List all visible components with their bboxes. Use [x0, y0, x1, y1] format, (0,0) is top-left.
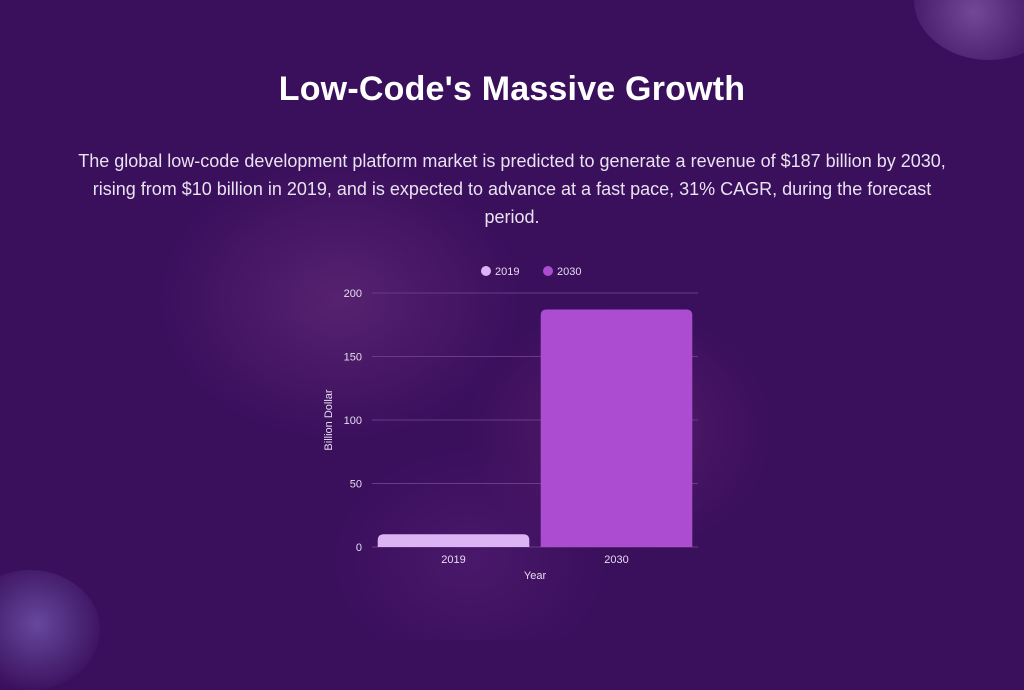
page-title: Low-Code's Massive Growth — [278, 70, 746, 108]
bar-2019 — [377, 534, 530, 547]
x-tick-label: 2030 — [604, 554, 628, 566]
y-tick-label: 50 — [350, 479, 362, 491]
revenue-bar-chart: 0 50 100 150 200 2019 2030 Year Billion Dollar 20… — [300, 255, 740, 585]
y-tick-label: 100 — [344, 415, 362, 427]
legend-swatch-2030 — [543, 266, 553, 276]
y-tick-label: 200 — [344, 288, 362, 300]
chart-svg: 0 50 100 150 200 2019 2030 Year Billion Dollar 20… — [323, 266, 698, 582]
legend-label-2030: 2030 — [557, 266, 581, 278]
x-tick-label: 2019 — [441, 554, 465, 566]
background-glow — [0, 0, 1024, 640]
y-axis-title: Billion Dollar — [323, 389, 335, 450]
x-axis-title: Year — [524, 570, 547, 582]
y-tick-label: 0 — [356, 542, 362, 554]
legend-label-2019: 2019 — [495, 266, 519, 278]
y-tick-label: 150 — [344, 352, 362, 364]
description-text: The global low-code development platform… — [78, 151, 946, 227]
legend-swatch-2019 — [481, 266, 491, 276]
bar-2030 — [540, 309, 693, 547]
